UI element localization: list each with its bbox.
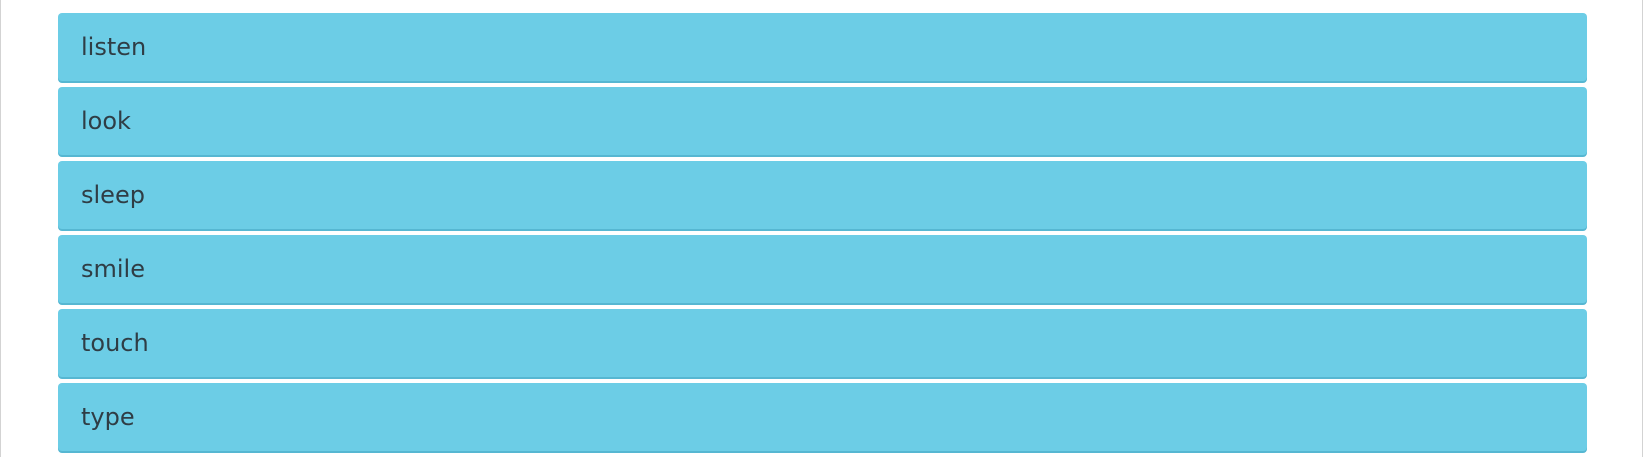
option-item-touch[interactable]: touch bbox=[58, 309, 1587, 377]
option-label: sleep bbox=[81, 181, 145, 209]
option-item-listen[interactable]: listen bbox=[58, 13, 1587, 81]
option-label: type bbox=[81, 403, 135, 431]
option-item-smile[interactable]: smile bbox=[58, 235, 1587, 303]
option-label: listen bbox=[81, 33, 147, 61]
option-label: smile bbox=[81, 255, 145, 283]
option-item-sleep[interactable]: sleep bbox=[58, 161, 1587, 229]
option-item-type[interactable]: type bbox=[58, 383, 1587, 451]
option-item-look[interactable]: look bbox=[58, 87, 1587, 155]
option-label: touch bbox=[81, 329, 149, 357]
option-list: listen look sleep smile touch type bbox=[58, 13, 1587, 457]
option-label: look bbox=[81, 107, 131, 135]
